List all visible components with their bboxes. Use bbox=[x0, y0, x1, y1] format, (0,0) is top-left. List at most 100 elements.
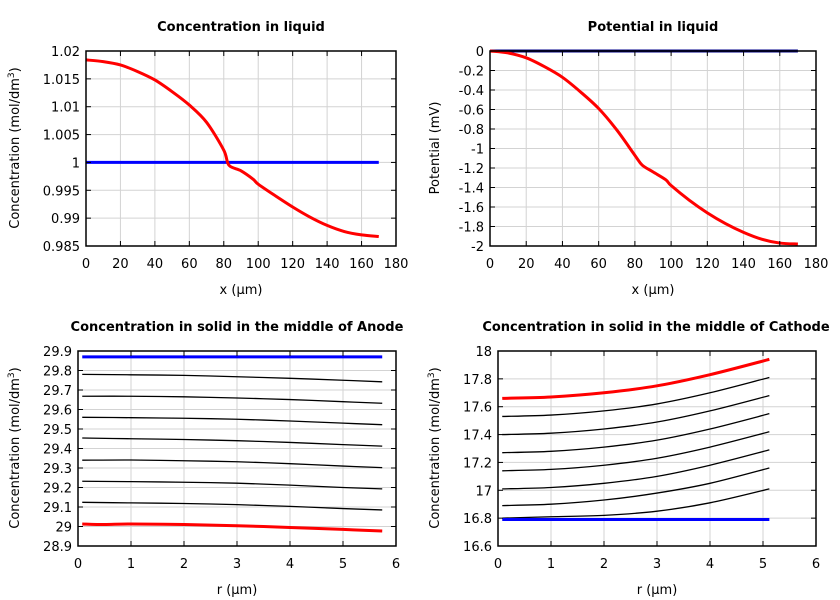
x-tick-label: 0 bbox=[74, 557, 82, 572]
x-tick-label: 180 bbox=[804, 257, 829, 272]
y-tick-label: 29.2 bbox=[43, 482, 72, 497]
y-tick-label: 29.8 bbox=[43, 365, 72, 380]
x-tick-label: 160 bbox=[767, 257, 792, 272]
series-line-final bbox=[82, 522, 383, 533]
x-tick-label: 60 bbox=[590, 257, 607, 272]
ticks: 0 1 2 3 4 5 6 16.6 16.8 17 17.2 17.4 17.6 17.8 18 bbox=[463, 345, 820, 572]
x-tick-label: 120 bbox=[695, 257, 720, 272]
series-group bbox=[502, 357, 770, 522]
series-line-t7 bbox=[502, 376, 770, 418]
x-tick-label: 2 bbox=[180, 557, 188, 572]
chart-concentration-in-liquid: Concentration in liquid 0 20 40 60 80 100 120 1… bbox=[7, 20, 408, 298]
y-tick-label: -1 bbox=[471, 143, 484, 158]
y-tick-label: 0.985 bbox=[43, 240, 80, 255]
series-group bbox=[489, 49, 798, 246]
grid bbox=[85, 50, 397, 247]
y-tick-label: -1.4 bbox=[459, 182, 484, 197]
y-axis-label: Concentration (mol/dm3) bbox=[427, 367, 443, 529]
y-axis-label: Concentration (mol/dm3) bbox=[7, 67, 23, 229]
y-tick-label: 29.4 bbox=[43, 443, 72, 458]
ticks: 0 20 40 60 80 100 120 140 160 180 0.985 0.99 0.995 1 1… bbox=[43, 45, 409, 272]
y-tick-label: -1.8 bbox=[459, 221, 484, 236]
y-tick-label: -0.6 bbox=[459, 104, 484, 119]
series-line-t1 bbox=[502, 488, 770, 519]
series-line-t1 bbox=[82, 373, 383, 383]
series-line-t4 bbox=[502, 431, 770, 472]
chart-concentration-solid-anode: Concentration in solid in the middle of … bbox=[7, 320, 404, 598]
x-tick-label: 3 bbox=[233, 557, 241, 572]
x-tick-label: 140 bbox=[731, 257, 756, 272]
chart-title: Concentration in solid in the middle of … bbox=[71, 320, 404, 335]
y-tick-label: 17.2 bbox=[463, 456, 492, 471]
y-tick-label: 17.4 bbox=[463, 429, 492, 444]
x-tick-label: 3 bbox=[653, 557, 661, 572]
y-axis-label-main: Concentration (mol/dm bbox=[8, 78, 23, 229]
y-tick-label: 29.5 bbox=[43, 423, 72, 438]
x-tick-label: 160 bbox=[349, 257, 374, 272]
x-tick-label: 1 bbox=[547, 557, 555, 572]
x-axis-label: x (µm) bbox=[220, 283, 263, 298]
x-tick-label: 40 bbox=[554, 257, 571, 272]
x-tick-label: 5 bbox=[759, 557, 767, 572]
y-tick-label: 16.6 bbox=[463, 540, 492, 555]
series-group bbox=[82, 355, 383, 533]
y-axis-label-main: Concentration (mol/dm bbox=[8, 378, 23, 529]
y-axis-label-sup: 3 bbox=[427, 372, 437, 378]
series-group bbox=[85, 58, 379, 239]
y-tick-label: -1.6 bbox=[459, 201, 484, 216]
y-tick-label: -2 bbox=[471, 240, 484, 255]
y-tick-label: 28.9 bbox=[43, 540, 72, 555]
y-axis-label: Concentration (mol/dm3) bbox=[7, 367, 23, 529]
y-tick-label: 29.1 bbox=[43, 501, 72, 516]
chart-concentration-solid-cathode: Concentration in solid in the middle of … bbox=[427, 320, 830, 598]
y-tick-label: 1.005 bbox=[43, 129, 80, 144]
y-axis-label-sup: 3 bbox=[7, 72, 17, 78]
x-axis-label: r (µm) bbox=[637, 583, 678, 598]
y-axis-label-main: Potential (mV) bbox=[428, 102, 443, 195]
series-line-t6 bbox=[502, 394, 770, 436]
x-tick-label: 6 bbox=[392, 557, 400, 572]
series-line-final bbox=[489, 49, 798, 246]
y-tick-label: -0.8 bbox=[459, 123, 484, 138]
y-axis-label: Potential (mV) bbox=[428, 102, 443, 195]
y-tick-label: 16.8 bbox=[463, 512, 492, 527]
series-line-t6 bbox=[82, 480, 383, 490]
grid bbox=[489, 50, 817, 247]
x-tick-label: 0 bbox=[486, 257, 494, 272]
y-axis-label-end: ) bbox=[8, 67, 23, 72]
y-tick-label: 0.995 bbox=[43, 184, 80, 199]
x-tick-label: 80 bbox=[216, 257, 233, 272]
y-tick-label: 18 bbox=[475, 345, 492, 360]
x-tick-label: 0 bbox=[82, 257, 90, 272]
x-tick-label: 180 bbox=[384, 257, 409, 272]
y-tick-label: 0 bbox=[476, 45, 484, 60]
series-line-t4 bbox=[82, 437, 383, 447]
y-tick-label: 17.6 bbox=[463, 401, 492, 416]
chart-potential-in-liquid: Potential in liquid 0 20 40 60 80 100 120 140 16… bbox=[428, 20, 828, 298]
y-axis-label-main: Concentration (mol/dm bbox=[428, 378, 443, 529]
series-line-final bbox=[85, 58, 379, 239]
y-tick-label: 29.3 bbox=[43, 462, 72, 477]
x-tick-label: 20 bbox=[112, 257, 129, 272]
y-tick-label: 17.8 bbox=[463, 373, 492, 388]
x-axis-label: r (µm) bbox=[217, 583, 258, 598]
y-tick-label: -0.4 bbox=[459, 84, 484, 99]
y-tick-label: 29.9 bbox=[43, 345, 72, 360]
series-line-t2 bbox=[502, 467, 770, 507]
series-line-t3 bbox=[502, 449, 770, 490]
x-tick-label: 40 bbox=[147, 257, 164, 272]
chart-title: Concentration in liquid bbox=[157, 20, 325, 35]
y-tick-label: 1.01 bbox=[51, 101, 80, 116]
y-tick-label: 1.02 bbox=[51, 45, 80, 60]
y-tick-label: 29 bbox=[55, 521, 72, 536]
y-axis-label-sup: 3 bbox=[7, 372, 17, 378]
x-tick-label: 0 bbox=[494, 557, 502, 572]
x-tick-label: 120 bbox=[280, 257, 305, 272]
series-line-t7 bbox=[82, 501, 383, 511]
y-axis-label-end: ) bbox=[428, 367, 443, 372]
y-tick-label: -0.2 bbox=[459, 65, 484, 80]
x-tick-label: 20 bbox=[518, 257, 535, 272]
ticks: 0 20 40 60 80 100 120 140 160 180 -2 -1.8 -1.6 -1.4 -1… bbox=[459, 45, 829, 272]
series-line-t5 bbox=[502, 413, 770, 454]
